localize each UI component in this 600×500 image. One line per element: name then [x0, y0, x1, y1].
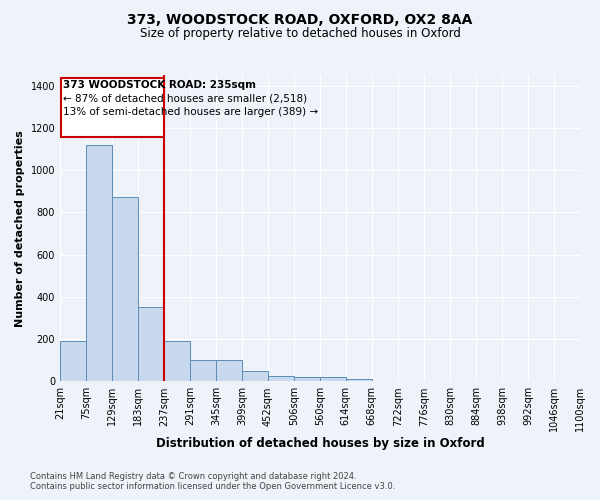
X-axis label: Distribution of detached houses by size in Oxford: Distribution of detached houses by size …	[155, 437, 484, 450]
Text: Size of property relative to detached houses in Oxford: Size of property relative to detached ho…	[140, 28, 460, 40]
Bar	[190, 360, 216, 382]
Text: Contains public sector information licensed under the Open Government Licence v3: Contains public sector information licen…	[30, 482, 395, 491]
Bar	[242, 371, 268, 382]
Bar	[164, 340, 190, 382]
Text: ← 87% of detached houses are smaller (2,518): ← 87% of detached houses are smaller (2,…	[63, 93, 307, 103]
Y-axis label: Number of detached properties: Number of detached properties	[15, 130, 25, 326]
Bar	[320, 377, 346, 382]
Text: 373, WOODSTOCK ROAD, OXFORD, OX2 8AA: 373, WOODSTOCK ROAD, OXFORD, OX2 8AA	[127, 12, 473, 26]
Bar	[61, 78, 164, 136]
Bar	[112, 197, 138, 382]
Bar	[86, 144, 112, 382]
Text: 13% of semi-detached houses are larger (389) →: 13% of semi-detached houses are larger (…	[63, 107, 318, 117]
Bar	[268, 376, 294, 382]
Text: Contains HM Land Registry data © Crown copyright and database right 2024.: Contains HM Land Registry data © Crown c…	[30, 472, 356, 481]
Text: 373 WOODSTOCK ROAD: 235sqm: 373 WOODSTOCK ROAD: 235sqm	[63, 80, 256, 90]
Bar	[294, 377, 320, 382]
Bar	[60, 340, 86, 382]
Bar	[138, 306, 164, 382]
Bar	[346, 379, 372, 382]
Bar	[216, 360, 242, 382]
